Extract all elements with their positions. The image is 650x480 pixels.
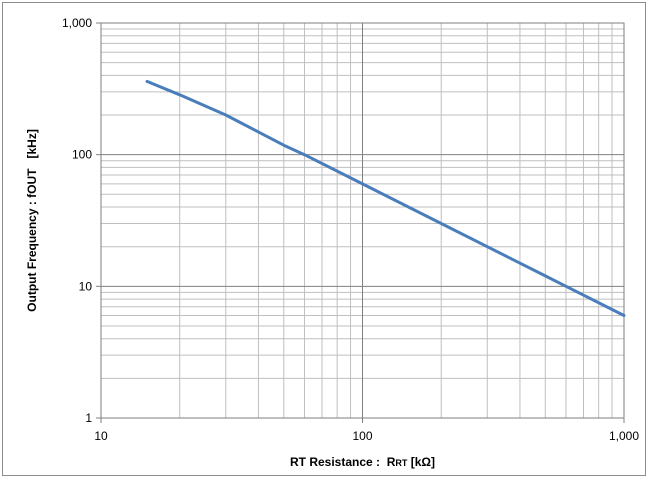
x-axis-title-unit: [kΩ] [407,455,435,469]
chart-frame [2,2,646,476]
y-tick-label: 1,000 [62,16,92,30]
series-layer [145,79,626,317]
x-tick-label: 1,000 [609,429,639,443]
y-tick-labels: 1 10 100 1,000 [62,16,92,425]
x-tick-label: 10 [94,429,108,443]
series-line-1 [145,79,626,317]
y-tick-label: 1 [85,411,92,425]
x-tick-labels: 10 100 1,000 [94,429,639,443]
x-axis-title: RT Resistance : RRT [kΩ] [290,455,435,469]
x-tick-label: 100 [352,429,372,443]
x-axis-title-subscript: RT [395,458,407,468]
x-axis-title-main: RT Resistance : R [290,455,396,469]
y-axis-title: Output Frequency : fOUT [kHz] [25,129,39,312]
plot-area [100,22,625,419]
y-tick-label: 100 [72,148,92,162]
y-tick-label: 10 [79,279,93,293]
